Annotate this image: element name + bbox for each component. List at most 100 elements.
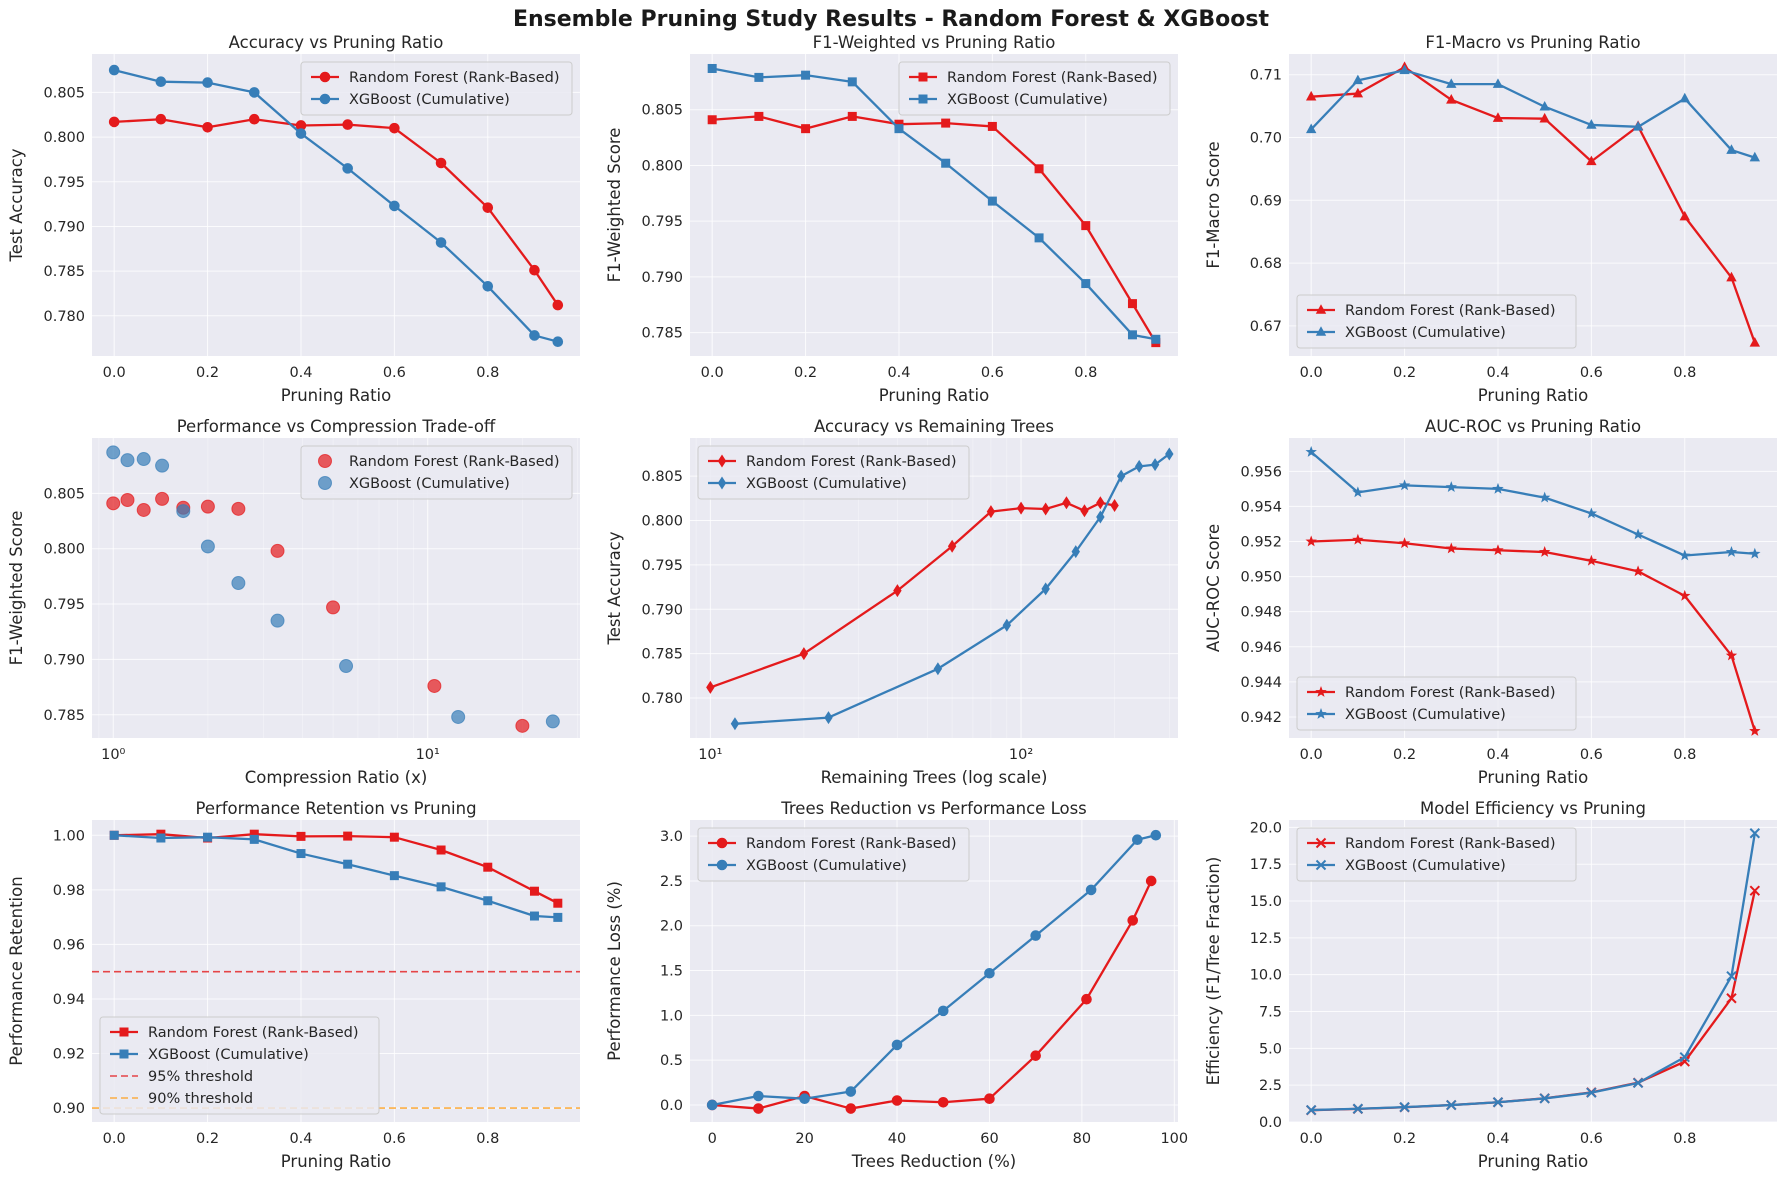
chart-3-xtick-label: 0.4 <box>1486 365 1509 381</box>
chart-3-legend-marker <box>1315 326 1327 336</box>
chart-8-ylabel: Performance Loss (%) <box>605 881 624 1061</box>
chart-8-ytick-label: 3.0 <box>660 829 683 845</box>
chart-6-title: AUC-ROC vs Pruning Ratio <box>1425 417 1641 436</box>
chart-6-series-1-point <box>1305 535 1317 547</box>
chart-5-series-2-point <box>933 662 943 676</box>
chart-8-series-2-point <box>1132 834 1143 846</box>
chart-9-xtick-label: 0.0 <box>1300 1131 1323 1147</box>
chart-3-series-2-point <box>1399 64 1410 75</box>
chart-1-series-1-point <box>155 113 167 125</box>
chart-5-series-1-point <box>1110 498 1119 512</box>
chart-7-series-1-point <box>389 832 399 842</box>
chart-8-ytick-label: 1.0 <box>660 1008 683 1024</box>
chart-9-xtick-label: 0.6 <box>1580 1131 1603 1147</box>
chart-7-series-1-point <box>553 898 563 908</box>
chart-2-series-1-point <box>1034 164 1044 174</box>
chart-7-xtick-label: 0.8 <box>476 1131 499 1147</box>
chart-7-legend-label: Random Forest (Rank-Based) <box>148 1025 359 1041</box>
chart-7-series-1-point <box>436 845 446 855</box>
chart-2-series-2-point <box>1127 330 1137 340</box>
chart-9-ytick-label: 7.5 <box>1259 1005 1282 1021</box>
chart-5-legend-label: XGBoost (Cumulative) <box>746 476 907 492</box>
chart-3-series-1-point <box>1749 337 1761 347</box>
chart-8-legend-label: Random Forest (Rank-Based) <box>746 836 957 852</box>
chart-2-series-1-point <box>1081 221 1091 231</box>
chart-8-series-2-point <box>706 1099 718 1111</box>
chart-8-series-2-point <box>1085 884 1097 896</box>
chart-9-legend-label: Random Forest (Rank-Based) <box>1345 836 1556 852</box>
chart-1-ytick-label: 0.785 <box>43 264 85 280</box>
chart-1-series-1-point <box>108 116 120 128</box>
chart-7-xtick-label: 0.4 <box>289 1131 312 1147</box>
chart-4-series-2-point <box>270 613 285 628</box>
chart-4-series-1-point <box>326 600 341 615</box>
chart-4-series-2-point <box>200 539 215 554</box>
chart-1-legend-marker <box>319 71 331 83</box>
chart-8-series-2-point <box>1030 930 1041 941</box>
chart-3-ylabel: F1-Macro Score <box>1204 141 1223 268</box>
chart-7-series-2-point <box>296 849 306 859</box>
chart-4-series-1-point <box>120 492 135 507</box>
chart-4-series-1-point <box>515 718 530 733</box>
chart-3-series-2-point <box>1352 74 1364 85</box>
chart-2-ylabel: F1-Weighted Score <box>605 128 624 283</box>
chart-6-series-2-point <box>1725 546 1738 557</box>
chart-1-xtick-label: 0.8 <box>476 365 499 381</box>
chart-6-panel: 0.0 0.2 0.4 0.6 0.8 0.942 0.944 0.946 0.948 0.950… <box>1204 417 1777 787</box>
chart-9-ytick-label: 20.0 <box>1250 820 1282 836</box>
chart-5-series-1-point <box>799 647 809 661</box>
chart-5-series-2-point <box>730 717 740 731</box>
chart-7-series-1-point <box>529 886 539 896</box>
chart-5-xtick-label: 10² <box>1009 747 1033 763</box>
chart-4-legend-marker <box>318 476 332 490</box>
chart-3-ytick-label: 0.71 <box>1250 68 1282 84</box>
chart-1-ytick-label: 0.790 <box>43 219 85 235</box>
chart-1-series-1-point <box>342 119 353 130</box>
chart-1-ylabel: Test Accuracy <box>7 148 26 262</box>
chart-9-xlabel: Pruning Ratio <box>1478 1152 1588 1171</box>
chart-9-ytick-label: 15.0 <box>1250 894 1282 910</box>
chart-6-legend-marker <box>1315 708 1327 719</box>
chart-7-series-2-point <box>483 896 493 906</box>
chart-2-legend-box <box>898 61 1171 116</box>
chart-2-xtick-label: 0.8 <box>1074 365 1097 381</box>
chart-6-legend-label: Random Forest (Rank-Based) <box>1345 685 1556 701</box>
chart-5-series-1-point <box>706 680 715 694</box>
chart-2-series-1-point <box>941 118 951 128</box>
chart-3-ytick-label: 0.70 <box>1250 131 1282 147</box>
chart-3-series-1-point <box>1446 94 1457 104</box>
chart-4-xtick-label: 10⁰ <box>101 747 125 763</box>
chart-9-ytick-label: 17.5 <box>1250 857 1282 873</box>
chart-5-legend-marker <box>717 476 727 490</box>
chart-1-series-2-point <box>202 77 213 88</box>
chart-6-xtick-label: 0.6 <box>1580 747 1603 763</box>
chart-1-series-1-point <box>552 299 564 311</box>
chart-2-series-2-point <box>894 124 904 134</box>
chart-4-series-2-point <box>451 709 466 724</box>
chart-8-ytick-label: 2.5 <box>660 874 683 890</box>
chart-2-series-1-point <box>1127 299 1137 309</box>
chart-8-xtick-label: 20 <box>795 1131 813 1147</box>
chart-7-ylabel: Performance Retention <box>7 876 26 1065</box>
chart-2-series-1-point <box>801 124 811 134</box>
chart-5-ytick-label: 0.785 <box>641 647 683 663</box>
chart-6-ytick-label: 0.954 <box>1240 499 1282 515</box>
chart-5-series-2-point <box>1002 618 1012 632</box>
chart-4-data <box>106 445 560 733</box>
chart-9-ytick-label: 12.5 <box>1250 931 1282 947</box>
chart-9-panel: 0.0 0.2 0.4 0.6 0.8 0.0 2.5 5.0 7.5 10.0 12.5 15.0 1… <box>1204 799 1777 1171</box>
chart-8-ytick-label: 0.5 <box>660 1053 683 1069</box>
chart-1-ytick-label: 0.800 <box>43 130 85 146</box>
chart-3-ytick-label: 0.69 <box>1250 193 1282 209</box>
chart-3-series-1-point <box>1679 210 1690 221</box>
chart-1-xtick-label: 0.0 <box>103 365 126 381</box>
chart-4-series-2-point <box>231 576 246 591</box>
chart-5-legend-label: Random Forest (Rank-Based) <box>746 454 957 470</box>
chart-3-series-2-point <box>1726 144 1737 154</box>
chart-1-xtick-label: 0.4 <box>289 365 312 381</box>
chart-9-series-2-point <box>1632 1077 1644 1089</box>
chart-9-series-2-point <box>1726 970 1737 982</box>
chart-1-xtick-label: 0.6 <box>383 365 406 381</box>
chart-6-ytick-label: 0.956 <box>1240 464 1282 480</box>
chart-1-ytick-label: 0.780 <box>43 309 85 325</box>
